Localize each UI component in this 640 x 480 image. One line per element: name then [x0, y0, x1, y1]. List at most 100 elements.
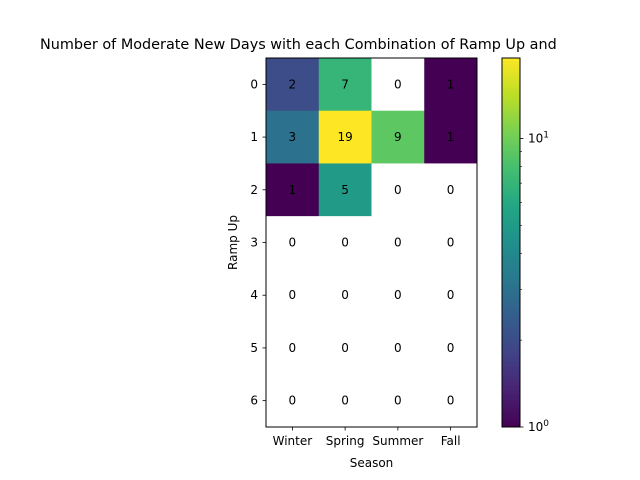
heatmap-cell — [266, 374, 320, 428]
colorbar-strip — [502, 202, 520, 206]
cell-value-label: 0 — [289, 341, 297, 355]
colorbar-strip — [502, 253, 520, 257]
colorbar-strip — [502, 109, 520, 113]
colorbar-strip — [502, 205, 520, 209]
x-tick-label: Winter — [273, 434, 313, 448]
colorbar-strip — [502, 286, 520, 290]
colorbar-strip — [502, 319, 520, 323]
colorbar-strip — [502, 367, 520, 371]
colorbar-strip — [502, 304, 520, 308]
colorbar-strip — [502, 316, 520, 320]
y-axis-ticks: 0 1 2 3 4 5 6 — [250, 77, 266, 408]
heatmap-cell — [266, 268, 320, 322]
colorbar-strip — [502, 295, 520, 299]
x-axis-ticks: Winter Spring Summer Fall — [273, 427, 461, 448]
heatmap-cell — [371, 163, 425, 217]
colorbar-strip — [502, 160, 520, 164]
colorbar-strip — [502, 73, 520, 77]
cell-value-label: 0 — [289, 236, 297, 250]
heatmap-cell — [371, 268, 425, 322]
colorbar-strip — [502, 325, 520, 329]
cell-value-label: 0 — [341, 394, 349, 408]
colorbar-strip — [502, 145, 520, 149]
colorbar-strip — [502, 121, 520, 125]
colorbar-strip — [502, 136, 520, 140]
colorbar-strip — [502, 229, 520, 233]
colorbar-strip — [502, 214, 520, 218]
colorbar-strip — [502, 58, 520, 62]
colorbar-strip — [502, 94, 520, 98]
colorbar-strip — [502, 313, 520, 317]
colorbar-strip — [502, 178, 520, 182]
colorbar-gradient — [502, 58, 520, 428]
heatmap-cell — [318, 374, 372, 428]
heatmap-cell — [266, 58, 320, 112]
cell-value-label: 0 — [394, 183, 402, 197]
colorbar-strip — [502, 262, 520, 266]
y-tick-label: 4 — [250, 288, 258, 302]
colorbar-strip — [502, 226, 520, 230]
colorbar-strip — [502, 391, 520, 395]
colorbar-strip — [502, 154, 520, 158]
colorbar-strip — [502, 124, 520, 128]
heatmap-cell — [424, 163, 478, 217]
colorbar-strip — [502, 79, 520, 83]
colorbar: 100 101 — [501, 57, 549, 434]
colorbar-strip — [502, 331, 520, 335]
colorbar-strip — [502, 412, 520, 416]
colorbar-ticks: 100 101 — [520, 130, 549, 434]
colorbar-strip — [502, 241, 520, 245]
colorbar-strip — [502, 397, 520, 401]
x-tick-label: Summer — [372, 434, 423, 448]
colorbar-strip — [502, 184, 520, 188]
colorbar-strip — [502, 250, 520, 254]
colorbar-strip — [502, 223, 520, 227]
colorbar-strip — [502, 196, 520, 200]
colorbar-strip — [502, 376, 520, 380]
x-axis-label: Season — [350, 456, 394, 470]
colorbar-strip — [502, 181, 520, 185]
heatmap-cell — [371, 58, 425, 112]
colorbar-strip — [502, 187, 520, 191]
colorbar-strip — [502, 283, 520, 287]
colorbar-strip — [502, 67, 520, 71]
colorbar-strip — [502, 337, 520, 341]
cell-value-label: 1 — [447, 77, 455, 91]
colorbar-strip — [502, 379, 520, 383]
colorbar-strip — [502, 385, 520, 389]
colorbar-strip — [502, 211, 520, 215]
heatmap-cell — [318, 110, 372, 164]
colorbar-strip — [502, 127, 520, 131]
colorbar-strip — [502, 409, 520, 413]
colorbar-strip — [502, 217, 520, 221]
colorbar-strip — [502, 382, 520, 386]
colorbar-strip — [502, 142, 520, 146]
colorbar-strip — [502, 268, 520, 272]
heatmap-cell — [266, 216, 320, 270]
cell-value-label: 0 — [447, 394, 455, 408]
cell-value-label: 0 — [341, 236, 349, 250]
x-tick-label: Fall — [441, 434, 461, 448]
colorbar-strip — [502, 247, 520, 251]
cell-value-label: 1 — [447, 130, 455, 144]
colorbar-strip — [502, 358, 520, 362]
heatmap-cell — [424, 110, 478, 164]
chart-title: Number of Moderate New Days with each Co… — [40, 37, 557, 53]
cell-value-label: 0 — [394, 341, 402, 355]
heatmap-cells: 2 7 0 1 3 19 9 1 1 5 0 0 0 0 0 0 0 0 0 0 0 0 0 0 0 0 0 0 — [266, 58, 478, 428]
colorbar-strip — [502, 421, 520, 425]
colorbar-strip — [502, 88, 520, 92]
colorbar-strip — [502, 235, 520, 239]
cell-value-label: 7 — [341, 77, 349, 91]
colorbar-strip — [502, 256, 520, 260]
colorbar-strip — [502, 394, 520, 398]
heatmap-cell — [371, 374, 425, 428]
colorbar-strip — [502, 190, 520, 194]
colorbar-strip — [502, 265, 520, 269]
colorbar-strip — [502, 346, 520, 350]
y-tick-label: 1 — [250, 130, 258, 144]
cell-value-label: 0 — [341, 288, 349, 302]
cell-value-label: 0 — [394, 288, 402, 302]
colorbar-strip — [502, 193, 520, 197]
colorbar-strip — [502, 364, 520, 368]
